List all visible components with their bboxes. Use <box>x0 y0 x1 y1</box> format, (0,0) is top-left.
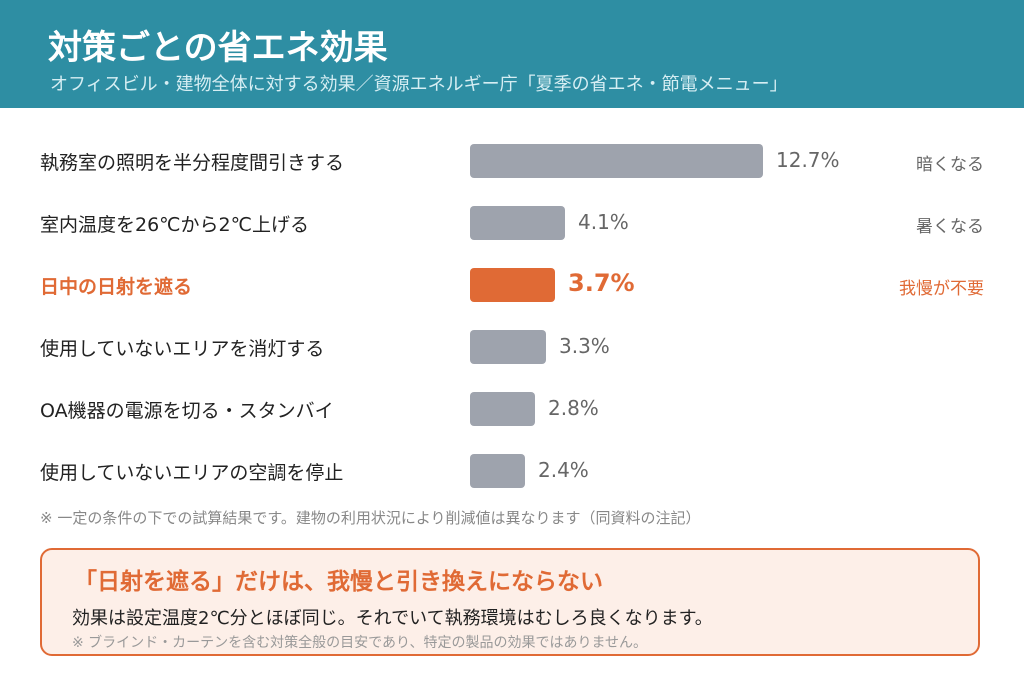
category-label: OA機器の電源を切る・スタンバイ <box>40 400 334 422</box>
category-label: 日中の日射を遮る <box>40 276 193 298</box>
data-label: 4.1% <box>578 210 629 234</box>
category-label: 執務室の照明を半分程度間引きする <box>40 152 345 174</box>
category-label: 使用していないエリアを消灯する <box>40 338 325 360</box>
callout-body: 効果は設定温度2℃分とほぼ同じ。それでいて執務環境はむしろ良くなります。 <box>72 608 713 629</box>
page-subtitle: オフィスビル・建物全体に対する効果／資源エネルギー庁「夏季の省エネ・節電メニュー… <box>50 74 788 95</box>
category-label: 室内温度を26℃から2℃上げる <box>40 214 309 236</box>
data-label: 12.7% <box>776 148 840 172</box>
row-note: 暗くなる <box>916 155 984 175</box>
header-banner: 対策ごとの省エネ効果 オフィスビル・建物全体に対する効果／資源エネルギー庁「夏季… <box>0 0 1024 108</box>
callout-note: ※ ブラインド・カーテンを含む対策全般の目安であり、特定の製品の効果ではありませ… <box>72 635 648 651</box>
chart-footnote: ※ 一定の条件の下での試算結果です。建物の利用状況により削減値は異なります（同資… <box>40 509 701 527</box>
bar <box>470 454 525 488</box>
data-label: 2.8% <box>548 396 599 420</box>
bar <box>470 144 763 178</box>
bar <box>470 206 565 240</box>
category-label: 使用していないエリアの空調を停止 <box>40 462 344 484</box>
callout-title: 「日射を遮る」だけは、我慢と引き換えにならない <box>74 569 603 595</box>
bar <box>470 392 535 426</box>
bar <box>470 268 555 302</box>
callout-box: 「日射を遮る」だけは、我慢と引き換えにならない 効果は設定温度2℃分とほぼ同じ。… <box>40 548 980 656</box>
row-note: 我慢が不要 <box>899 279 984 299</box>
row-note: 暑くなる <box>916 217 984 237</box>
data-label: 2.4% <box>538 458 589 482</box>
data-label: 3.3% <box>559 334 610 358</box>
data-label: 3.7% <box>568 269 635 297</box>
bar <box>470 330 546 364</box>
page-title: 対策ごとの省エネ効果 <box>48 28 388 68</box>
